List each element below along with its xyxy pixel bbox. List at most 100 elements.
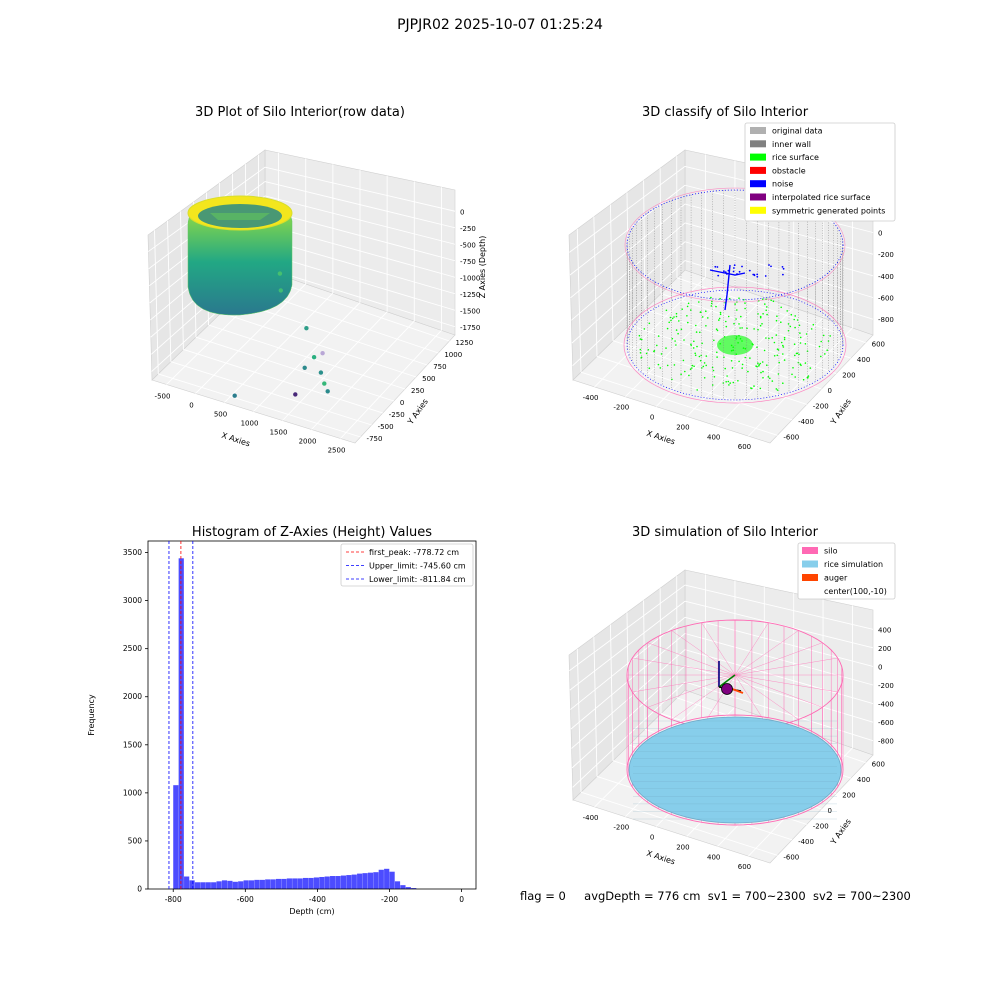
- classify-rice-surface-point: [762, 371, 764, 373]
- hist-x-tick-label: -800: [165, 895, 182, 904]
- classify-rice-surface-point: [694, 353, 696, 355]
- classify-rice-surface-point: [780, 321, 782, 323]
- classify-rice-surface-point: [714, 376, 716, 378]
- raw-z-tick-label: -250: [460, 225, 476, 233]
- classify-legend-label: inner wall: [772, 140, 811, 149]
- classify-noise-point: [723, 270, 725, 272]
- figure-suptitle: PJPJR02 2025-10-07 01:25:24: [0, 17, 1000, 33]
- raw-outlier-point: [304, 326, 308, 330]
- raw-y-tick-label: -250: [389, 411, 405, 419]
- classify-rice-surface-point: [658, 335, 660, 337]
- raw-y-tick-label: 0: [400, 399, 404, 407]
- classify-noise-point: [754, 274, 756, 276]
- raw-outlier-point: [320, 351, 324, 355]
- classify-rice-surface-point: [677, 333, 679, 335]
- classify-rice-surface-point: [772, 380, 774, 382]
- classify-rice-surface-point: [777, 389, 779, 391]
- classify-rice-surface-point: [719, 318, 721, 320]
- hist-bar: [265, 879, 270, 889]
- classify-rice-surface-point: [731, 360, 733, 362]
- classify-rice-surface-point: [696, 389, 698, 391]
- classify-noise-point: [756, 276, 758, 278]
- raw-outlier-point: [322, 381, 326, 385]
- classify-rice-surface-point: [693, 366, 695, 368]
- hist-bar: [319, 877, 324, 889]
- hist-bar: [254, 880, 259, 889]
- classify-legend-label: symmetric generated points: [772, 206, 885, 215]
- hist-bar: [276, 879, 281, 889]
- classify-rice-surface-point: [794, 376, 796, 378]
- classify-rice-surface-point: [796, 353, 798, 355]
- raw-outlier-point: [326, 389, 330, 393]
- raw-y-axis-label: Y Axies: [405, 397, 430, 427]
- classify-rice-surface-point: [687, 306, 689, 308]
- classify-rice-surface-point: [680, 374, 682, 376]
- classify-rice-surface-point: [702, 316, 704, 318]
- classify-rice-surface-point: [800, 342, 802, 344]
- hist-bar: [222, 880, 227, 889]
- classify-rice-surface-point: [741, 327, 743, 329]
- sim-x-tick-label: 600: [738, 863, 751, 871]
- classify-rice-surface-point: [656, 345, 658, 347]
- classify-rice-surface-point: [687, 322, 689, 324]
- classify-y-tick-label: -600: [783, 433, 799, 441]
- hist-x-tick-label: 0: [459, 895, 464, 904]
- classify-noise-point: [739, 271, 741, 273]
- sim-plot-title: 3D simulation of Silo Interior: [632, 525, 819, 540]
- classify-x-tick-label: 0: [650, 414, 654, 422]
- classify-y-tick-label: 200: [842, 372, 855, 380]
- raw-y-tick-label: 250: [411, 387, 424, 395]
- hist-y-tick-label: 0: [137, 885, 142, 894]
- classify-rice-surface-point: [681, 308, 683, 310]
- classify-rice-surface-point: [760, 316, 762, 318]
- hist-bar: [400, 885, 405, 889]
- classify-rice-surface-point: [732, 367, 734, 369]
- classify-rice-surface-point: [733, 382, 735, 384]
- classify-rice-surface-point: [805, 362, 807, 364]
- classify-rice-surface-point: [705, 325, 707, 327]
- sim-y-tick-label: 200: [842, 792, 855, 800]
- raw-y-tick-label: -750: [367, 435, 383, 443]
- classify-rice-surface-point: [686, 315, 688, 317]
- classify-rice-surface-point: [776, 388, 778, 390]
- hist-title: Histogram of Z-Axies (Height) Values: [192, 525, 432, 540]
- classify-rice-surface-point: [729, 298, 731, 300]
- hist-legend: first_peak: -778.72 cmUpper_limit: -745.…: [341, 544, 473, 586]
- classify-rice-surface-point: [665, 347, 667, 349]
- classify-rice-surface-point: [790, 326, 792, 328]
- classify-rice-surface-point: [705, 365, 707, 367]
- classify-rice-surface-point: [738, 361, 740, 363]
- classify-rice-surface-point: [676, 313, 678, 315]
- classify-y-tick-label: -400: [798, 418, 814, 426]
- classify-rice-surface-point: [700, 360, 702, 362]
- classify-rice-surface-point: [784, 359, 786, 361]
- classify-rice-surface-point: [764, 303, 766, 305]
- classify-rice-surface-point: [750, 387, 752, 389]
- classify-rice-surface-point: [774, 355, 776, 357]
- classify-rice-surface-point: [674, 364, 676, 366]
- hist-bar: [249, 880, 254, 889]
- hist-bar: [238, 881, 243, 889]
- raw-z-tick-label: -1500: [460, 307, 480, 315]
- raw-outlier-point: [279, 288, 283, 292]
- raw-z-tick-label: -500: [460, 241, 476, 249]
- hist-bar: [260, 880, 265, 889]
- classify-rice-surface-point: [693, 347, 695, 349]
- classify-rice-surface-point: [739, 327, 741, 329]
- raw-x-axis-label: X Axies: [220, 431, 251, 449]
- classify-rice-surface-point: [661, 353, 663, 355]
- classify-noise-point: [765, 275, 767, 277]
- classify-rice-surface-point: [744, 302, 746, 304]
- classify-rice-surface-point: [773, 301, 775, 303]
- classify-rice-surface-point: [684, 371, 686, 373]
- sim-z-tick-label: -200: [878, 682, 894, 690]
- hist-bar: [325, 877, 330, 890]
- classify-rice-surface-point: [791, 314, 793, 316]
- classify-rice-surface-point: [800, 365, 802, 367]
- hist-bar: [341, 876, 346, 889]
- classify-rice-surface-point: [797, 319, 799, 321]
- hist-bar: [352, 875, 357, 889]
- classify-noise-point: [733, 271, 735, 273]
- sim-z-tick-label: 0: [878, 663, 882, 671]
